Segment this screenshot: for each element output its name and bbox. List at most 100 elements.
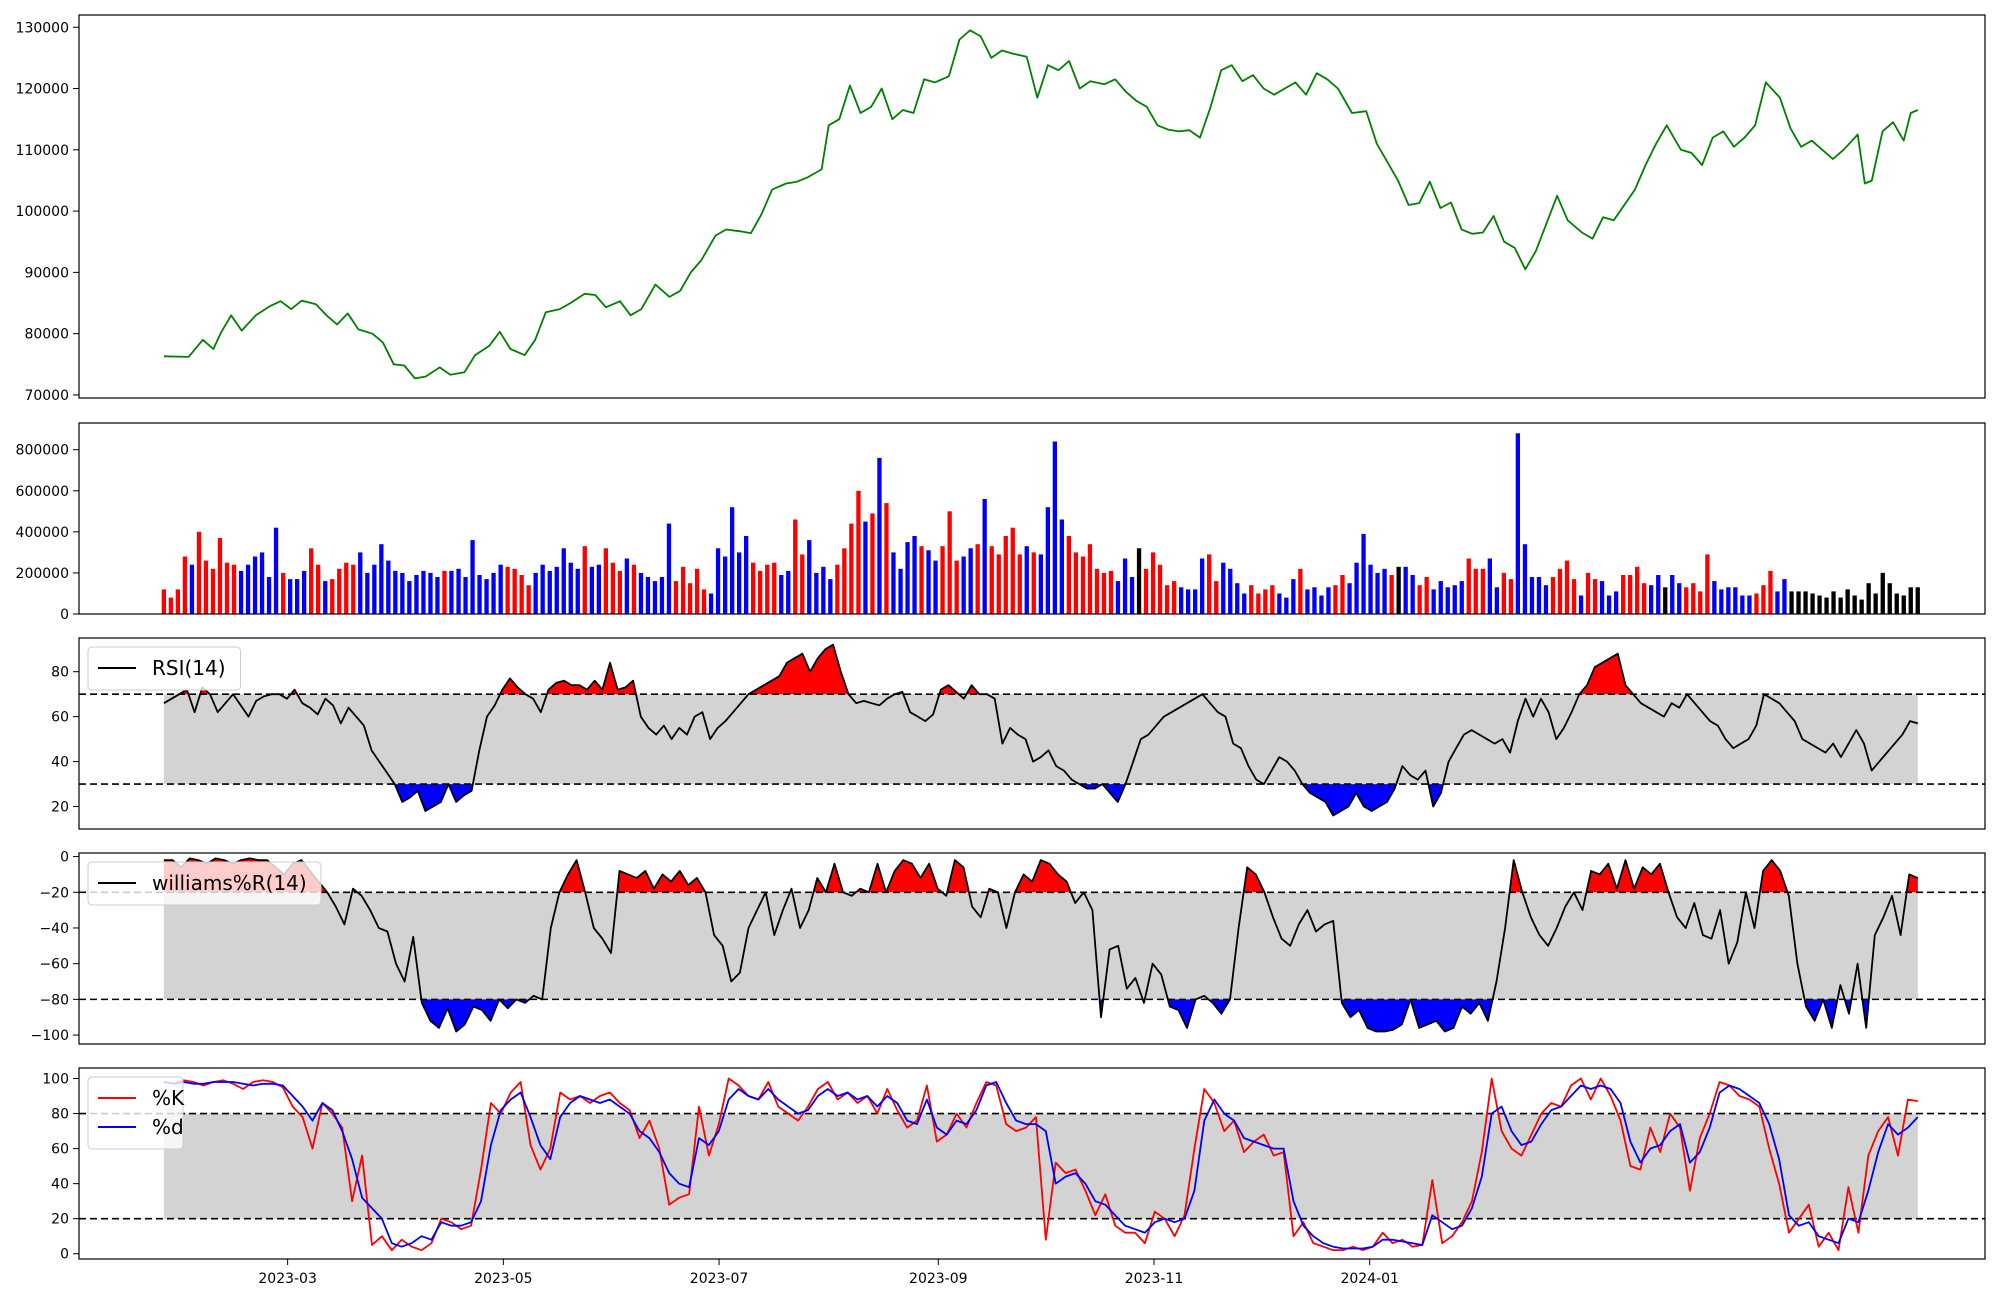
y-tick-label: −100 [31, 1028, 69, 1044]
volume-bar [1242, 593, 1247, 614]
volume-bar [1340, 575, 1345, 614]
volume-bar [393, 570, 398, 614]
volume-bar [1621, 575, 1626, 614]
volume-bar [217, 538, 223, 614]
volume-bar [1536, 577, 1542, 614]
y-tick-label: 20 [51, 800, 69, 816]
stochastic-d-line [163, 1081, 1919, 1250]
volume-bar [1656, 575, 1661, 614]
volume-bar [1263, 589, 1268, 614]
volume-bar [996, 554, 1001, 614]
volume-bar [765, 564, 770, 614]
volume-bar [351, 564, 356, 614]
volume-bar [302, 570, 307, 614]
volume-bar [835, 564, 840, 614]
volume-bar [1543, 585, 1549, 614]
volume-bar [1501, 572, 1506, 614]
volume-bar [477, 575, 482, 614]
volume-bar [1052, 441, 1057, 614]
volume-bar [1214, 581, 1219, 614]
volume-bar [884, 503, 889, 614]
volume-bar [1782, 579, 1787, 614]
volume-bar [1635, 566, 1640, 614]
volume-bar [1129, 577, 1135, 614]
rsi-oversold-fill [394, 784, 449, 811]
volume-bar [617, 570, 622, 614]
volume-bar [870, 513, 875, 614]
volume-bar [1424, 577, 1429, 614]
volume-bar [1515, 433, 1520, 614]
plot-frame [78, 14, 1986, 399]
volume-bar [365, 572, 370, 614]
volume-bar [547, 570, 552, 614]
volume-bar [772, 562, 777, 614]
volume-bar [435, 577, 440, 614]
rsi-overbought-fill [966, 685, 980, 695]
price-panel: 70000 80000 90000 100000 110000 120000 130000 [16, 14, 1986, 404]
volume-bar [828, 579, 833, 614]
volume-bar [1312, 587, 1317, 614]
volume-bar [1684, 587, 1689, 614]
volume-bar [687, 583, 693, 614]
volume-bar [1108, 570, 1114, 614]
volume-bar [666, 523, 672, 614]
volume-bar [638, 572, 644, 614]
volume-bar [877, 457, 882, 614]
volume-bar [730, 507, 735, 614]
rsi-oversold-fill [1302, 784, 1397, 816]
y-tick-label: 0 [60, 850, 69, 866]
y-tick-label: 20 [51, 1212, 69, 1228]
x-tick-label: 2023-03 [258, 1271, 317, 1287]
volume-bar [281, 572, 286, 614]
volume-bar [358, 552, 363, 614]
williams-r-panel: williams%R(14) −100 −80 −60 −40 −20 0 [31, 850, 1986, 1045]
volume-bar [1010, 527, 1015, 614]
volume-bar [463, 577, 468, 614]
volume-bar [540, 564, 545, 614]
plot-frame [78, 852, 1986, 1045]
volume-bar [330, 579, 335, 614]
volume-bar [1838, 597, 1843, 614]
x-tick-label: 2023-07 [690, 1271, 749, 1287]
volume-bar [1466, 558, 1471, 614]
williams-overbought-fill [1243, 867, 1265, 893]
volume-bar [1361, 533, 1366, 614]
y-tick-label: 130000 [16, 20, 69, 36]
volume-bar [316, 564, 321, 614]
volume-bar [1438, 581, 1443, 614]
y-tick-label: −40 [39, 921, 69, 937]
williams-oversold-fill [1823, 999, 1838, 1028]
volume-bar [1592, 579, 1598, 614]
volume-bar [1578, 595, 1584, 614]
volume-bar [1298, 568, 1303, 614]
volume-bar [259, 552, 265, 614]
volume-bar [1179, 587, 1184, 614]
y-tick-label: 90000 [24, 265, 69, 281]
y-tick-label: 60 [51, 1142, 69, 1158]
volume-bar [161, 589, 166, 614]
volume-bar [891, 552, 896, 614]
rsi-overbought-fill [500, 678, 526, 695]
volume-bar [1670, 575, 1675, 614]
volume-bar [568, 562, 573, 614]
rsi-line [163, 643, 1919, 817]
volume-bar [407, 581, 412, 614]
volume-bar [1712, 581, 1717, 614]
neutral-band-fill [163, 892, 1918, 1000]
volume-bar [779, 575, 784, 614]
volume-bar [1663, 587, 1668, 614]
volume-bar [1333, 585, 1338, 614]
volume-bar [1564, 560, 1570, 614]
volume-bar [1249, 585, 1254, 614]
volume-bar [1431, 589, 1436, 614]
volume-bar [751, 562, 756, 614]
volume-bar [1031, 552, 1036, 614]
volume-bar [1887, 583, 1892, 614]
volume-bar [386, 560, 391, 614]
volume-bar [1747, 595, 1752, 614]
volume-bar [1228, 568, 1233, 614]
volume-bar [603, 548, 608, 614]
volume-bar [680, 566, 686, 614]
volume-bar [744, 536, 749, 614]
legend-box [87, 1076, 184, 1150]
